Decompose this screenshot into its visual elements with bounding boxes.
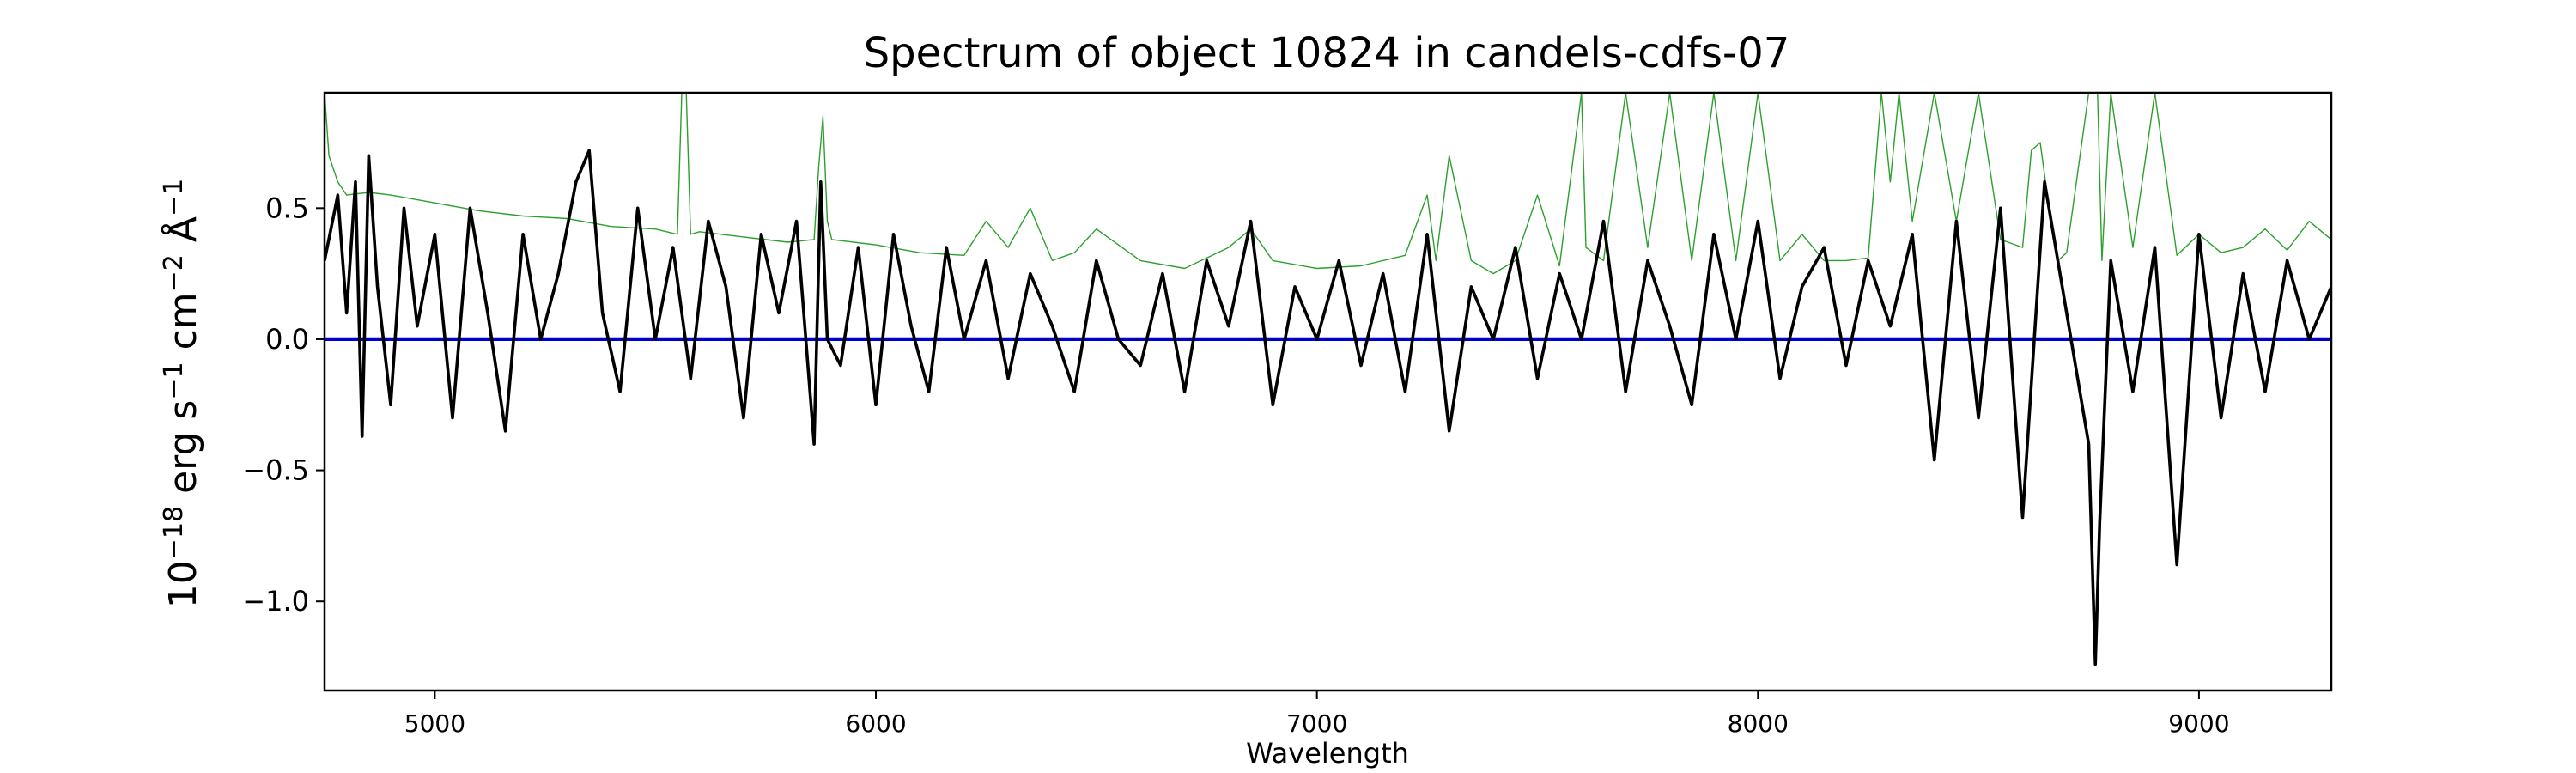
- plot-frame: [323, 91, 2333, 692]
- x-tick-label: 7000: [1286, 709, 1347, 738]
- series-flux-line: [325, 149, 2331, 666]
- y-label-unit1: erg s: [161, 400, 205, 506]
- series-error-line: [325, 93, 2331, 275]
- y-tick-label: 0.0: [265, 323, 309, 356]
- y-tick-label: −0.5: [242, 454, 309, 487]
- y-label-base: 10: [161, 560, 205, 608]
- y-label-unit3: Å: [160, 216, 205, 254]
- x-tick-label: 5000: [404, 709, 465, 738]
- x-tick-label: 6000: [845, 709, 906, 738]
- y-axis-ticks: −1.0 −0.5 0.0 0.5: [242, 192, 325, 618]
- y-tick-label: −1.0: [242, 585, 309, 618]
- y-axis-label: 10−18 erg s−1 cm−2 Å−1: [159, 179, 205, 608]
- y-label-exp3: −2: [159, 254, 189, 292]
- x-axis-label: Wavelength: [1246, 737, 1409, 770]
- plot-area: [325, 93, 2331, 666]
- y-label-unit2: cm: [161, 292, 205, 362]
- x-tick-label: 8000: [1728, 709, 1789, 738]
- x-tick-label: 9000: [2168, 709, 2229, 738]
- chart-title: Spectrum of object 10824 in candels-cdfs…: [864, 29, 1790, 77]
- x-axis-ticks: 5000 6000 7000 8000 9000: [404, 691, 2230, 738]
- y-tick-label: 0.5: [265, 192, 309, 224]
- y-label-exp4: −1: [159, 179, 189, 216]
- y-label-exp2: −1: [159, 362, 189, 399]
- y-label-exp1: −18: [159, 506, 189, 560]
